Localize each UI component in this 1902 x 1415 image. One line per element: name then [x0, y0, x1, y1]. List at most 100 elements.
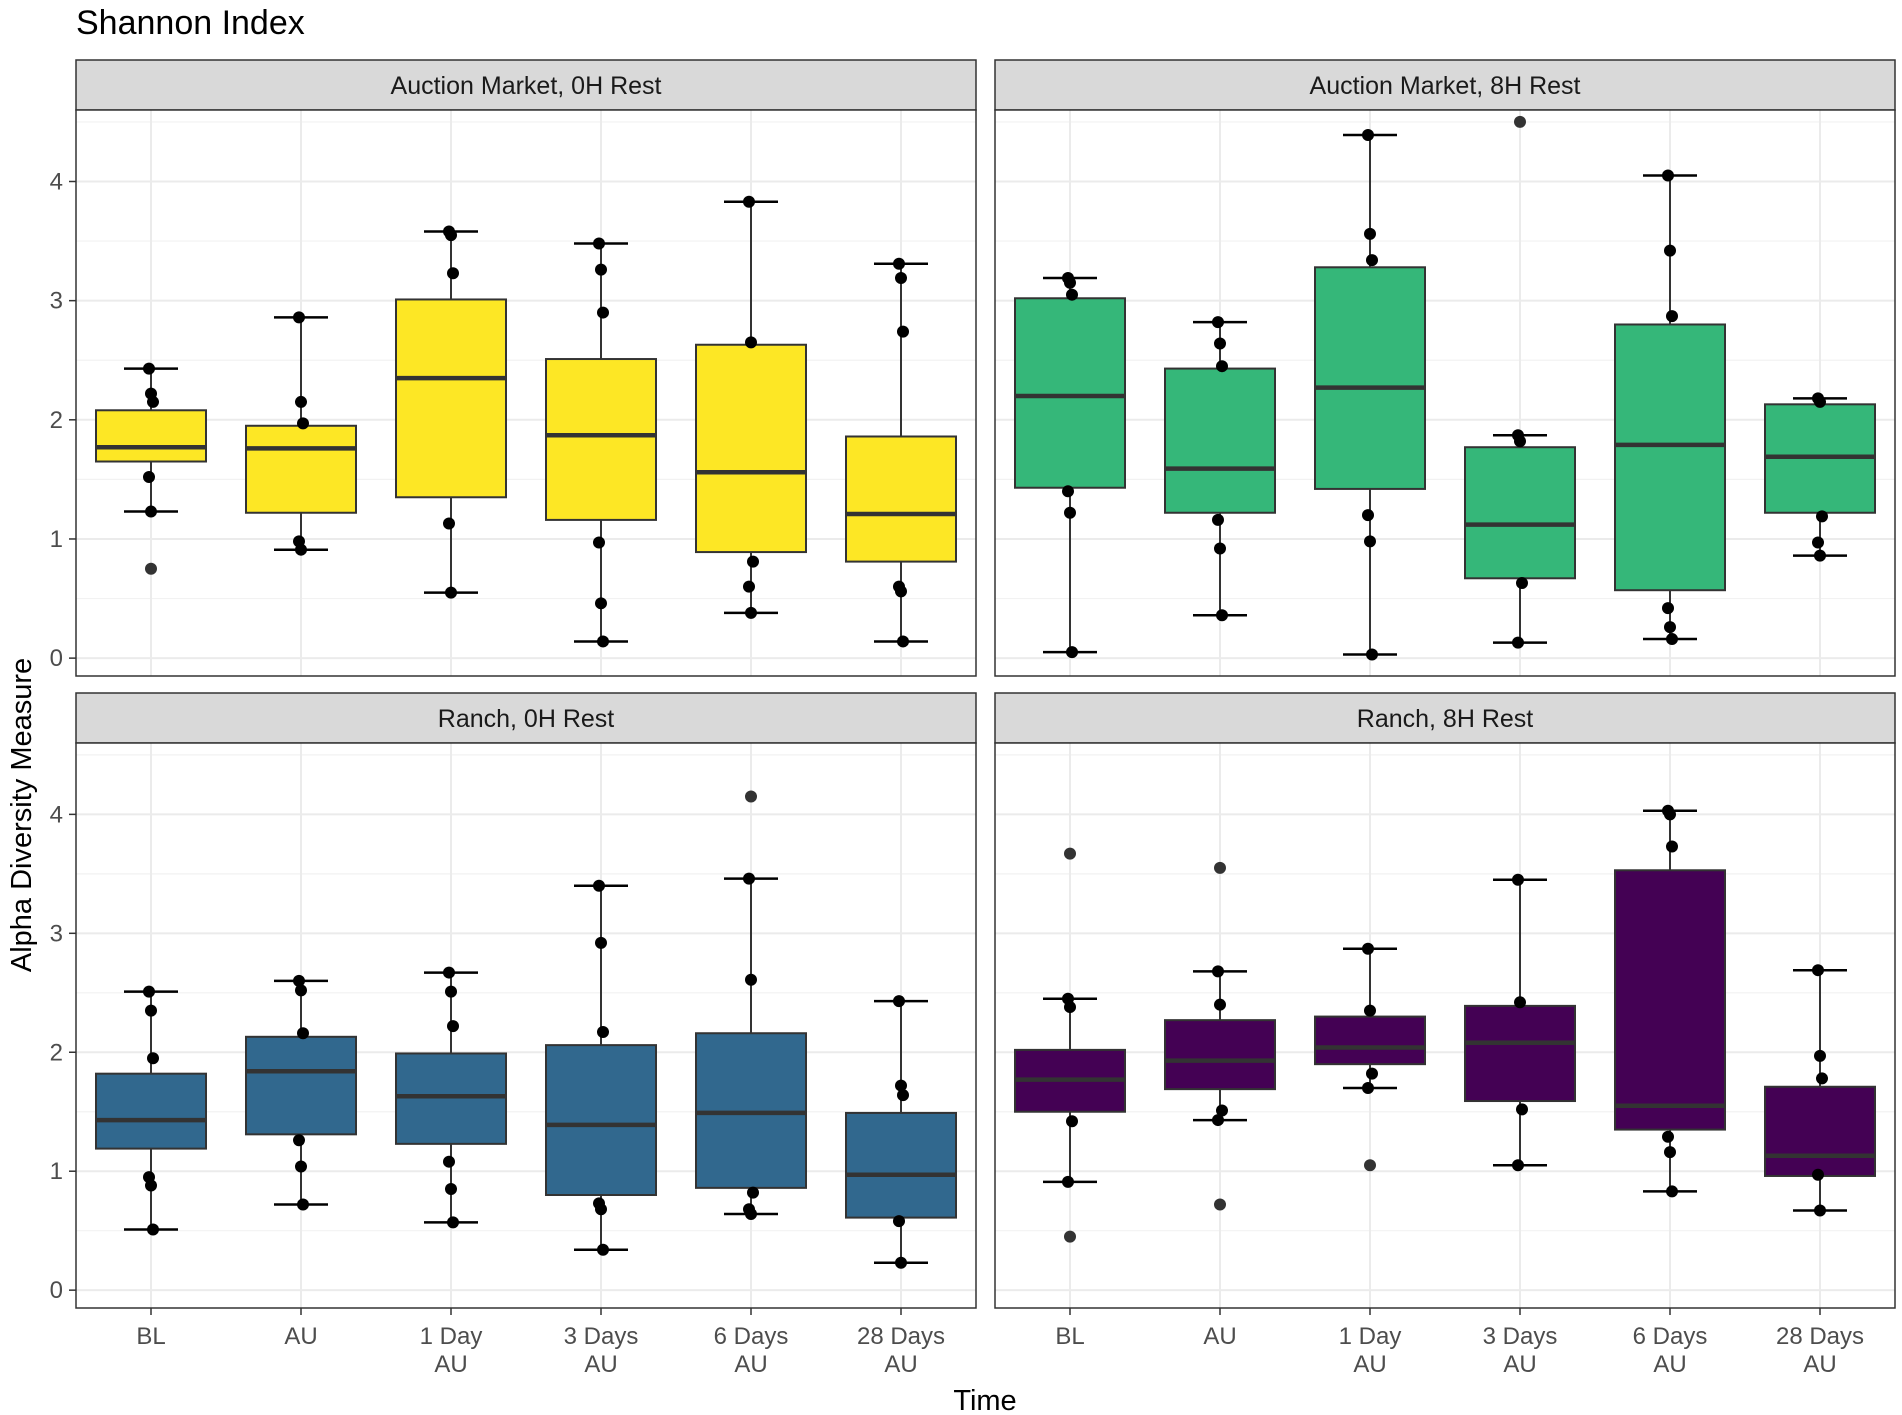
- box-iqr: [95, 409, 207, 463]
- facet-strip: [994, 692, 1896, 744]
- x-tick-label: 1 Day: [420, 1323, 483, 1350]
- facet-strip: [75, 692, 977, 744]
- x-tick-label-line2: AU: [1653, 1351, 1686, 1378]
- data-point: [295, 1160, 307, 1173]
- box-group: [245, 974, 357, 1211]
- box-group: [695, 790, 807, 1221]
- data-point: [1664, 621, 1676, 634]
- panel-border: [75, 742, 977, 1309]
- y-tick-label: 1: [50, 526, 63, 553]
- y-tick-label: 3: [50, 288, 63, 315]
- outlier-point: [1514, 115, 1526, 128]
- data-point: [1812, 536, 1824, 549]
- box-group: [395, 966, 507, 1229]
- data-point: [145, 1179, 157, 1192]
- box-iqr: [695, 343, 807, 554]
- box-iqr: [95, 1072, 207, 1150]
- data-point: [1816, 1072, 1828, 1085]
- data-point: [1214, 542, 1226, 555]
- data-point: [747, 1186, 759, 1199]
- box-iqr: [395, 1052, 507, 1145]
- box-group: [695, 195, 807, 619]
- outlier-point: [145, 562, 157, 575]
- box-iqr: [695, 1032, 807, 1189]
- x-tick-label: 3 Days: [564, 1323, 639, 1350]
- box-group: [1764, 392, 1876, 562]
- data-point: [443, 1155, 455, 1168]
- x-tick-label: 1 Day: [1339, 1323, 1402, 1350]
- y-tick-label: 1: [50, 1158, 63, 1185]
- data-point: [1666, 840, 1678, 853]
- data-point: [895, 1079, 907, 1092]
- box-group: [1164, 316, 1276, 622]
- x-tick-label-line2: AU: [434, 1351, 467, 1378]
- box-group: [1314, 129, 1426, 661]
- box-group: [545, 879, 657, 1256]
- data-point: [445, 1183, 457, 1196]
- data-point: [1662, 602, 1674, 615]
- data-point: [1214, 337, 1226, 350]
- data-point: [1364, 535, 1376, 548]
- facet-strip: [75, 59, 977, 111]
- x-axis-title: Time: [953, 1385, 1016, 1415]
- box-iqr: [1314, 1015, 1426, 1066]
- x-tick-label: 28 Days: [1776, 1323, 1864, 1350]
- facet-panel: Auction Market, 8H Rest: [994, 59, 1896, 677]
- box-group: [1764, 964, 1876, 1217]
- data-point: [1816, 510, 1828, 523]
- data-point: [897, 325, 909, 338]
- data-point: [1366, 1067, 1378, 1080]
- box-group: [845, 257, 957, 648]
- data-point: [1516, 1103, 1528, 1116]
- x-tick-label: BL: [1055, 1323, 1084, 1350]
- y-tick-label: 0: [50, 1277, 63, 1304]
- outlier-point: [1064, 847, 1076, 860]
- data-point: [1664, 244, 1676, 257]
- data-point: [747, 555, 759, 568]
- panel-background: [76, 110, 976, 676]
- y-tick-label: 2: [50, 407, 63, 434]
- data-point: [1666, 310, 1678, 323]
- box-iqr: [1014, 297, 1126, 489]
- box-iqr: [845, 1111, 957, 1219]
- data-point: [745, 336, 757, 349]
- data-point: [895, 585, 907, 598]
- x-tick-label-line2: AU: [1803, 1351, 1836, 1378]
- outlier-point: [1364, 1159, 1376, 1172]
- box-iqr: [545, 358, 657, 521]
- box-group: [95, 985, 207, 1236]
- box-iqr: [245, 1035, 357, 1136]
- x-tick-label: BL: [136, 1323, 165, 1350]
- panel-border: [994, 109, 1896, 677]
- facet-strip-label: Ranch, 8H Rest: [1357, 705, 1534, 733]
- panel-border: [75, 109, 977, 677]
- box-group: [95, 362, 207, 575]
- data-point: [597, 306, 609, 319]
- data-point: [147, 395, 159, 408]
- outlier-point: [745, 790, 757, 803]
- x-tick-label: AU: [1203, 1323, 1236, 1350]
- y-tick-label: 3: [50, 920, 63, 947]
- data-point: [1212, 513, 1224, 526]
- data-point: [295, 395, 307, 408]
- data-point: [1216, 360, 1228, 373]
- data-point: [1064, 506, 1076, 519]
- x-tick-label-line2: AU: [584, 1351, 617, 1378]
- data-point: [1062, 485, 1074, 498]
- box-iqr: [1614, 323, 1726, 592]
- x-tick-label: 28 Days: [857, 1323, 945, 1350]
- data-point: [445, 985, 457, 998]
- data-point: [297, 417, 309, 430]
- data-point: [145, 1004, 157, 1017]
- box-group: [1014, 272, 1126, 659]
- y-tick-label: 0: [50, 645, 63, 672]
- data-point: [893, 1215, 905, 1228]
- facet-strip-label: Auction Market, 0H Rest: [391, 72, 662, 100]
- box-iqr: [1764, 1085, 1876, 1177]
- data-point: [1812, 1168, 1824, 1181]
- box-iqr: [1314, 266, 1426, 490]
- box-group: [1464, 873, 1576, 1172]
- outlier-point: [1214, 1198, 1226, 1211]
